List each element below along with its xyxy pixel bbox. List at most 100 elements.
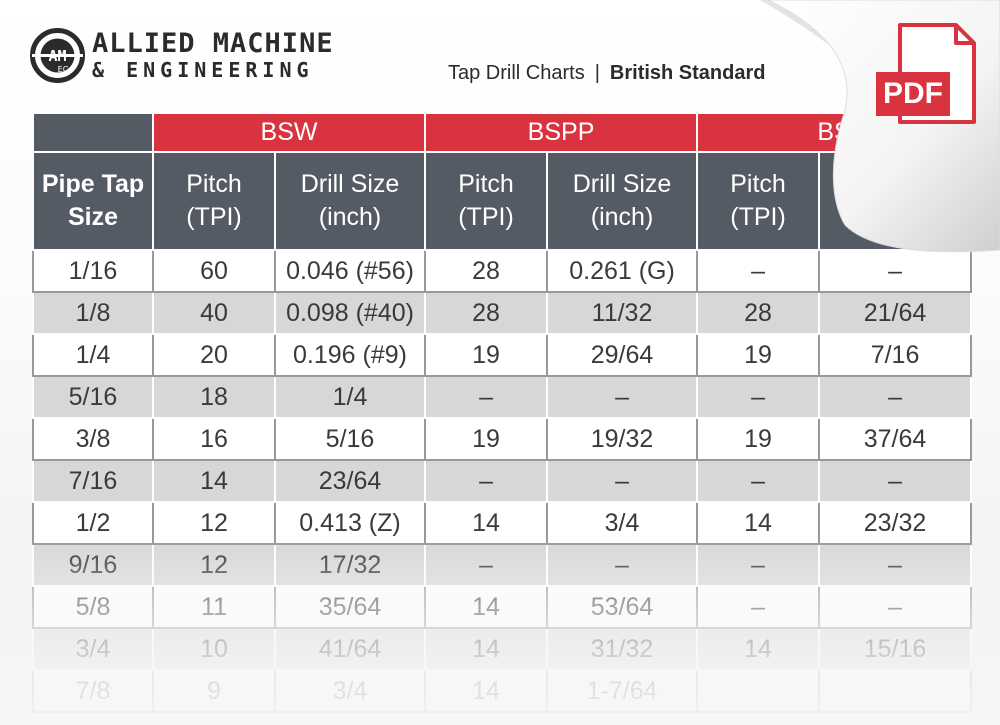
cell-bs-pitch: – [696, 585, 821, 629]
drill-label: Drill Size [845, 170, 945, 198]
cell-bs-drill: – [818, 543, 973, 587]
cell-bsw-pitch: 14 [152, 459, 276, 503]
pitch-label: Pitch [186, 170, 242, 198]
cell-bspp-drill: 53/64 [546, 585, 699, 629]
cell-size: 3/8 [32, 417, 154, 461]
cell-size: 1/4 [32, 333, 154, 377]
cell-bs-pitch: 19 [696, 417, 821, 461]
cell-bs-drill: 15/16 [818, 627, 973, 671]
cell-size: 5/8 [32, 585, 154, 629]
cell-bsw-pitch: 11 [152, 585, 276, 629]
cell-bsw-drill: 0.098 (#40) [273, 291, 427, 335]
cell-size: 5/16 [32, 375, 154, 419]
cell-bs-pitch: – [696, 249, 821, 293]
cell-bs-pitch [696, 669, 821, 713]
cell-bsw-pitch: 20 [152, 333, 276, 377]
logo-line-2: & ENGINEERING [92, 58, 314, 82]
table-row: 5/16 18 1/4– – – – [32, 375, 973, 419]
cell-bs-pitch: – [696, 543, 821, 587]
amec-logo-icon: AM EC [30, 28, 85, 83]
column-header-bsw-drill: Drill Size (inch) [273, 151, 427, 251]
table-row: 3/8 16 5/16 19 19/32 19 37/64 [32, 417, 973, 461]
group-header-bspp: BSPP [424, 112, 699, 153]
cell-bsw-drill: 0.046 (#56) [273, 249, 427, 293]
svg-text:EC: EC [58, 65, 69, 74]
cell-bsw-drill: 23/64 [273, 459, 427, 503]
cell-bspp-drill: 1-7/64 [546, 669, 699, 713]
cell-bsw-pitch: 40 [152, 291, 276, 335]
cell-bs-pitch: 28 [696, 291, 821, 335]
cell-bsw-drill: 17/32 [273, 543, 427, 587]
column-header-bs-drill: Drill Size (inch) [818, 151, 973, 251]
cell-bspp-drill: 19/32 [546, 417, 699, 461]
cell-bsw-pitch: 60 [152, 249, 276, 293]
pitch-unit: (TPI) [186, 203, 242, 231]
cell-bsw-drill: 41/64 [273, 627, 427, 671]
cell-bs-drill: – [818, 249, 973, 293]
table-row: 1/8 40 0.098 (#40) 28 11/32 28 21/64 [32, 291, 973, 335]
pitch-label: Pitch [458, 170, 514, 198]
cell-bspp-pitch: 14 [424, 585, 549, 629]
column-header-bspp-pitch: Pitch (TPI) [424, 151, 549, 251]
column-header-bsw-pitch: Pitch (TPI) [152, 151, 276, 251]
sub-header-row: Pipe Tap Size Pitch (TPI) Drill Size (inch… [32, 151, 973, 251]
cell-size: 7/16 [32, 459, 154, 503]
table-row: 9/16 12 17/32– – – – [32, 543, 973, 587]
breadcrumb: Tap Drill Charts | British Standard [448, 62, 765, 85]
cell-bsw-drill: 1/4 [273, 375, 427, 419]
cell-bs-pitch: 14 [696, 627, 821, 671]
cell-size: 3/4 [32, 627, 154, 671]
table-row: 7/8 9 3/4 14 1-7/64 [32, 669, 973, 713]
breadcrumb-current: British Standard [609, 62, 766, 84]
cell-size: 1/2 [32, 501, 154, 545]
cell-bsw-drill: 0.413 (Z) [273, 501, 427, 545]
cell-bsw-drill: 3/4 [273, 669, 427, 713]
table-row: 1/2 12 0.413 (Z) 14 3/4 14 23/32 [32, 501, 973, 545]
column-header-bspp-drill: Drill Size (inch) [546, 151, 699, 251]
pitch-label: Pitch [730, 170, 786, 198]
cell-size: 1/16 [32, 249, 154, 293]
logo-line-1: ALLIED MACHINE [92, 28, 334, 59]
cell-bsw-drill: 0.196 (#9) [273, 333, 427, 377]
table-row: 1/16 60 0.046 (#56) 28 0.261 (G) – – [32, 249, 973, 293]
cell-bs-pitch: – [696, 459, 821, 503]
drill-unit: (inch) [318, 203, 382, 231]
cell-bspp-pitch: – [424, 375, 549, 419]
corner-line-1: Pipe Tap [41, 170, 145, 198]
cell-bsw-pitch: 12 [152, 501, 276, 545]
cell-bspp-drill: 31/32 [546, 627, 699, 671]
cell-bsw-drill: 5/16 [273, 417, 427, 461]
cell-size: 1/8 [32, 291, 154, 335]
tap-drill-table: BSW BSPP BS Pipe Tap Size Pitch (TPI) Dri… [32, 112, 973, 713]
cell-bs-drill: 37/64 [818, 417, 973, 461]
cell-size: 9/16 [32, 543, 154, 587]
cell-bsw-pitch: 18 [152, 375, 276, 419]
table-row: 1/4 20 0.196 (#9) 19 29/64 19 7/16 [32, 333, 973, 377]
cell-bs-drill: – [818, 459, 973, 503]
cell-bs-drill: 7/16 [818, 333, 973, 377]
cell-bsw-pitch: 9 [152, 669, 276, 713]
cell-bsw-pitch: 16 [152, 417, 276, 461]
cell-bs-drill: – [818, 585, 973, 629]
cell-bs-pitch: – [696, 375, 821, 419]
table-row: 5/8 11 35/64 14 53/64– – [32, 585, 973, 629]
cell-size: 7/8 [32, 669, 154, 713]
cell-bsw-pitch: 10 [152, 627, 276, 671]
cell-bspp-drill: – [546, 459, 699, 503]
cell-bspp-drill: 3/4 [546, 501, 699, 545]
group-header-bsw: BSW [151, 112, 427, 153]
breadcrumb-section[interactable]: Tap Drill Charts [448, 62, 585, 84]
drill-label: Drill Size [300, 170, 400, 198]
cell-bspp-drill: 29/64 [546, 333, 699, 377]
drill-unit: (inch) [863, 203, 927, 231]
table-row: 7/16 14 23/64– – – – [32, 459, 973, 503]
cell-bsw-drill: 35/64 [273, 585, 427, 629]
drill-unit: (inch) [590, 203, 654, 231]
pdf-badge-label[interactable]: PDF [876, 72, 950, 116]
cell-bs-drill: 21/64 [818, 291, 973, 335]
cell-bspp-drill: 11/32 [546, 291, 699, 335]
cell-bspp-pitch: 19 [424, 417, 549, 461]
cell-bsw-pitch: 12 [152, 543, 276, 587]
breadcrumb-separator: | [594, 62, 600, 84]
